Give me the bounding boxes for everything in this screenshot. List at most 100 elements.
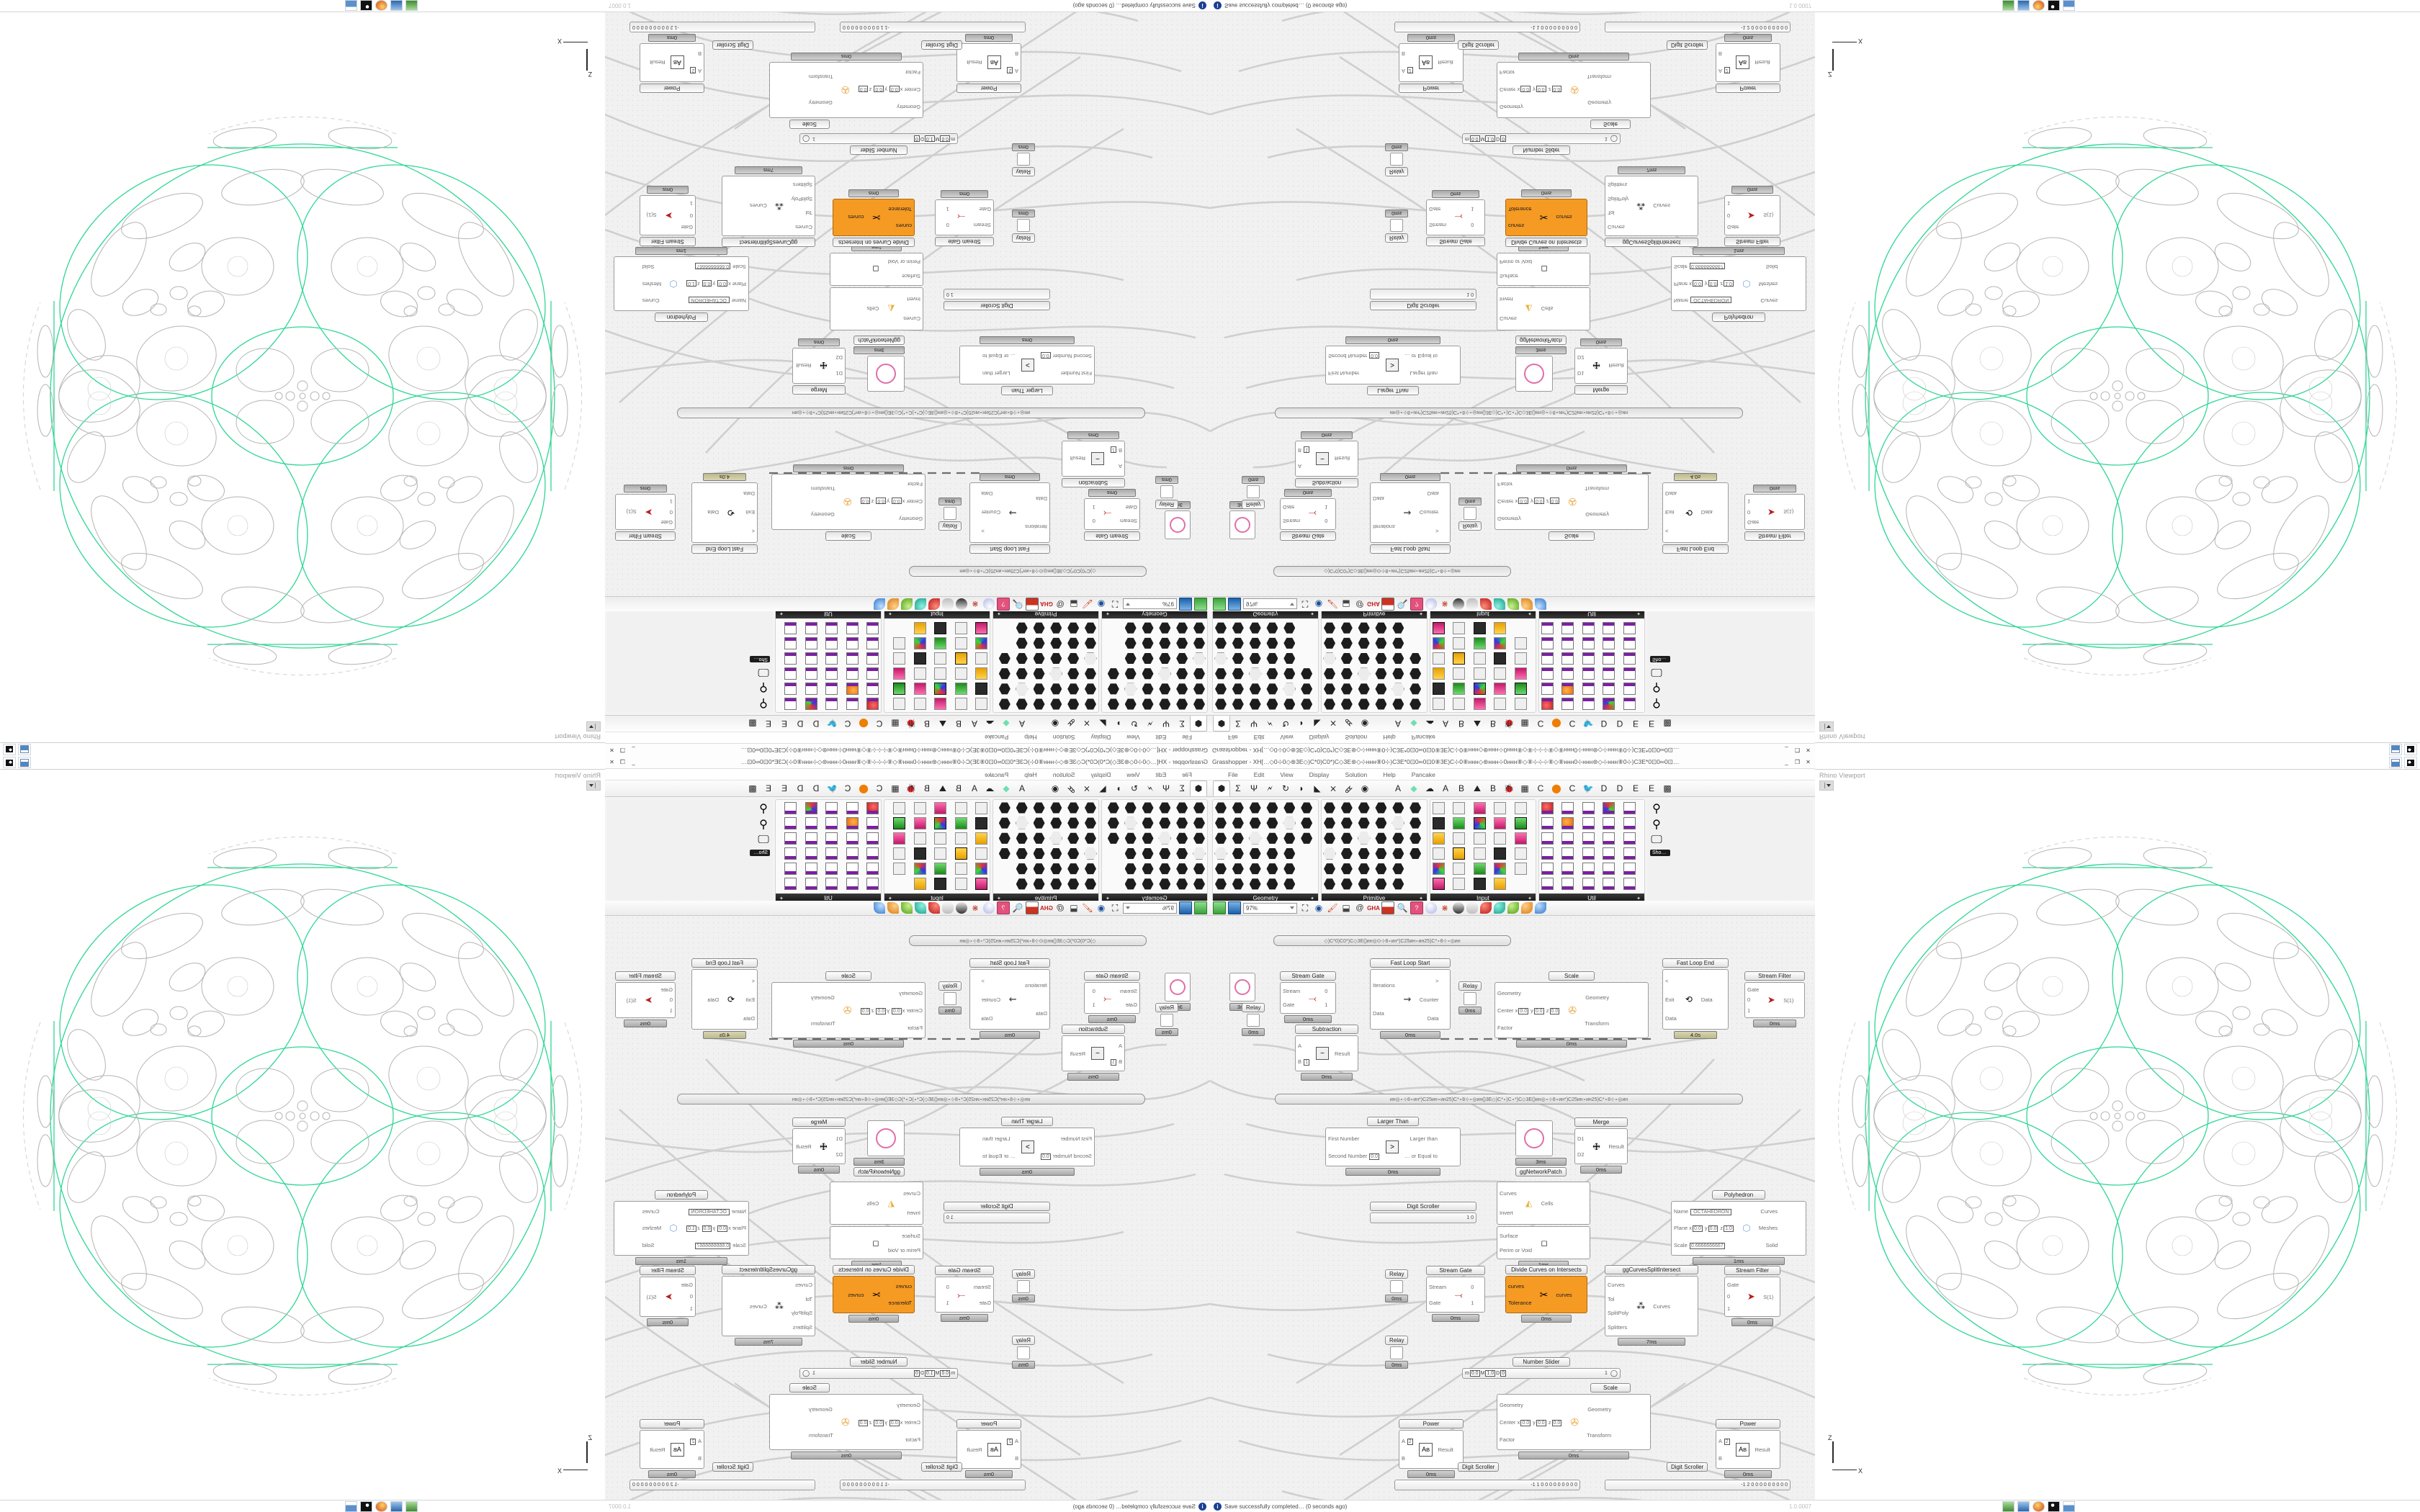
power-a-value[interactable]: 2 [1724,1438,1730,1445]
input-params[interactable]: Curves Invert [1500,1190,1517,1216]
input-component-icon-23[interactable] [1494,863,1507,876]
component-body[interactable]: Surface Perim or Void ◻ [830,253,923,286]
util-component-icon-14[interactable] [1582,683,1595,696]
center-z[interactable]: 0.0 [860,498,871,505]
util-component-icon-12[interactable] [1561,878,1574,891]
geometry-component-icon-24[interactable] [1265,878,1278,891]
geometry-component-icon-31[interactable] [1300,698,1313,711]
input-component-icon-19[interactable] [913,801,926,814]
component-body[interactable]: < Exit Data ⟲ Data [691,482,758,543]
menu-item-solution[interactable]: Solution [1345,734,1368,742]
output-params[interactable]: Result [1438,1446,1453,1453]
input-component-icon-24[interactable] [913,621,926,634]
tab-curve-icon[interactable]: ↻ [1130,783,1139,793]
primitive-component-icon-27[interactable] [1016,832,1028,845]
input-params[interactable]: Gate 0 1 [660,498,673,526]
tab-addon-bug-icon[interactable]: 🐞 [1503,719,1515,729]
red-gem-icon[interactable] [1480,598,1492,610]
tab-params-icon[interactable]: ⬢ [1190,716,1207,732]
output-params[interactable]: Geometry Transform [810,485,835,518]
input-component-icon-14[interactable] [1473,683,1486,696]
util-component-icon-3[interactable] [866,667,879,680]
util-component-icon-4[interactable] [866,652,879,665]
geometry-component-icon-25[interactable] [1283,801,1296,814]
group-pill-upper[interactable]: ◇)C*0)C0*)C◇3E()ин◎⊙⊹8∘ин*)C25ин∘ин25)C*… [1273,935,1511,946]
digit-scroller-left-track[interactable]: -1 1 0 0 0 0 0 0 0 0 0 [840,22,1026,32]
gha-icon[interactable]: GHA [1040,904,1053,912]
primitive-component-icon-32[interactable] [1409,816,1422,829]
primitive-component-icon-12[interactable] [1067,878,1080,891]
geometry-component-icon-19[interactable] [1265,801,1278,814]
input-params[interactable]: First Number Second Number 0.0 [1328,1135,1380,1160]
component-relay-3[interactable]: Relay 0ms [1011,1269,1035,1302]
output-params[interactable]: Result [796,362,812,369]
util-component-icon-22[interactable] [1603,652,1615,665]
util-component-icon-6[interactable] [1541,621,1554,634]
tab-addon-d-icon[interactable]: D [1600,719,1608,729]
slider-min[interactable]: 0.0 [1469,1370,1480,1377]
tab-addon-c2-icon[interactable]: C [1569,719,1576,729]
input-params[interactable]: Geometry Center x0.0 y0.0 z0.0 Factor [860,989,923,1031]
input-params[interactable]: A 2 B [1402,1437,1413,1462]
preview-eye-icon[interactable]: ◉ [1097,903,1106,913]
maximize-button[interactable]: ❐ [1794,759,1801,765]
calculator-icon[interactable] [2063,0,2075,12]
input-component-icon-24[interactable] [1494,878,1507,891]
input-params[interactable]: Gate 0 1 [681,1281,693,1313]
output-params[interactable]: curves [848,1291,864,1298]
component-fast-loop-start[interactable]: Fast Loop Start Iterations Data ⇝ > Coun… [1370,473,1451,554]
screen-icon[interactable]: 🖵 [1651,666,1662,678]
util-component-icon-20[interactable] [805,683,817,696]
input-component-icon-5[interactable] [1432,863,1445,876]
input-params[interactable]: curves Tolerance [1508,206,1532,229]
tab-addon-b2-icon[interactable]: B [1489,783,1496,793]
polyhedron-scale-value[interactable]: 0.6666666667 [695,263,731,270]
menu-item-solution[interactable]: Solution [1345,770,1368,778]
tab-maths-icon[interactable]: Σ [1179,783,1185,793]
output-params[interactable]: Result [650,59,666,66]
render-icon[interactable] [375,0,387,12]
component-body[interactable]: Geometry Center x0.0 y0.0 z0.0 Factor ✇ … [771,474,926,530]
geometry-component-icon-5[interactable] [1214,863,1227,876]
magnet-a-icon[interactable]: ⚲ [759,697,768,709]
geometry-component-icon-32[interactable] [1300,683,1313,696]
center-z[interactable]: 0.0 [1549,498,1560,505]
component-divide-curves-on-intersects[interactable]: Divide Curves on Intersects curves Tolera… [833,1265,915,1323]
primitive-component-icon-12[interactable] [1067,621,1080,634]
component-stream-filter[interactable]: Stream Filter Gate 0 1 ➤ S(1) 0ms [615,485,676,541]
tab-addon-a-icon[interactable]: A [1394,719,1401,729]
power-a-value[interactable]: 2 [690,1438,696,1445]
geometry-component-icon-19[interactable] [1142,801,1155,814]
input-component-icon-8[interactable] [1453,816,1466,829]
tab-addon-a2-icon[interactable]: A [1442,783,1448,793]
component-merge[interactable]: Merge D1 D2 🜋 Result 0ms [792,338,846,395]
input-params[interactable]: A 2 B [1718,1437,1730,1462]
util-component-icon-16[interactable] [1582,652,1595,665]
zoom-extents-icon[interactable]: ⛶ [1301,599,1309,610]
center-x[interactable]: 0.0 [1520,86,1531,93]
tab-vector-icon[interactable]: 🗲 [1267,783,1273,793]
primitive-component-icon-15[interactable] [1357,832,1371,845]
geometry-component-icon-2[interactable] [1214,683,1227,696]
primitive-component-icon-19[interactable] [1033,698,1046,711]
geometry-component-icon-21[interactable] [1265,832,1278,845]
component-relay-3[interactable]: Relay 0ms [1011,210,1035,243]
component-body[interactable]: Curves Invert ◭ Cells [830,1182,923,1225]
input-component-icon-7[interactable] [1453,698,1466,711]
util-component-icon-19[interactable] [1603,801,1615,814]
geometry-component-icon-20[interactable] [1265,683,1278,696]
output-params[interactable]: Result [796,1143,812,1150]
input-params[interactable]: First Number Second Number 0.0 [1328,352,1380,377]
primitive-component-icon-3[interactable] [1084,832,1097,845]
primitive-component-icon-25[interactable] [1392,698,1404,711]
component-body[interactable] [867,1120,905,1156]
primitive-component-icon-18[interactable] [1049,621,1062,634]
output-params[interactable]: Geometry Transform [1585,994,1610,1027]
output-params[interactable]: Larger than … or Equal to [982,1135,1016,1159]
input-component-icon-25[interactable] [893,698,906,711]
maximize-button[interactable]: ❐ [1794,747,1801,753]
shade-icon[interactable] [1453,902,1464,914]
input-component-icon-18[interactable] [934,878,947,891]
